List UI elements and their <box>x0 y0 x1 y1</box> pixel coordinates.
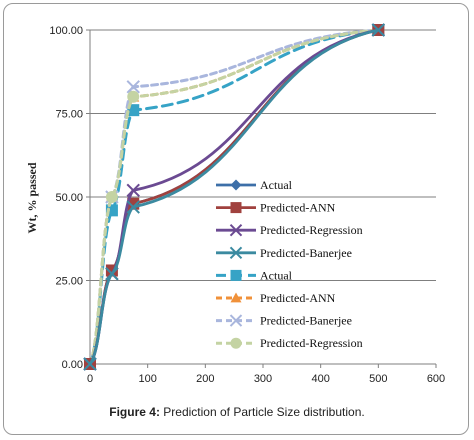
axis-layer: 0.00 25.00 50.00 75.00 100.00 0 100 200 300 400 50… <box>49 25 445 385</box>
data-point <box>105 267 119 281</box>
legend-label: Predicted-Banerjee <box>260 246 352 260</box>
marker-stroke <box>229 246 243 260</box>
legend-entry: Predicted-ANN <box>216 291 336 305</box>
legend-label: Actual <box>260 178 293 192</box>
legend-swatch-marker <box>229 246 243 260</box>
x-tick-label: 500 <box>369 373 387 385</box>
x-tick-label: 300 <box>254 373 272 385</box>
legend-swatch-marker <box>230 337 242 349</box>
series-line <box>88 28 380 366</box>
data-point <box>127 90 140 103</box>
legend-label: Predicted-Regression <box>260 336 363 350</box>
figure-frame <box>3 3 469 435</box>
y-axis-label: Wt, % passed <box>25 162 39 233</box>
data-point <box>371 23 386 37</box>
data-point <box>126 80 140 94</box>
legend-label: Predicted-ANN <box>260 201 336 215</box>
marker-stroke <box>126 80 140 94</box>
y-tick-label: 25.00 <box>55 276 83 288</box>
legend-entry: Actual <box>216 178 293 192</box>
caption-label: Figure 4: <box>109 405 160 419</box>
legend-swatch-marker <box>230 202 242 214</box>
data-point <box>105 191 118 203</box>
caption-text: Prediction of Particle Size distribution… <box>163 405 365 419</box>
legend-swatch-marker <box>229 314 243 327</box>
series-3 <box>83 23 386 371</box>
legend-label: Predicted-Banerjee <box>260 314 352 328</box>
chart: 0.00 25.00 50.00 75.00 100.00 0 100 200 300 400 50… <box>25 23 445 385</box>
legend-entry: Predicted-Banerjee <box>216 314 352 328</box>
marker-stroke <box>371 23 386 37</box>
legend-entry: Predicted-ANN <box>216 201 336 215</box>
legend-label: Predicted-Regression <box>260 223 363 237</box>
y-tick-label: 75.00 <box>55 109 83 121</box>
data-point <box>83 357 97 371</box>
marker-stroke <box>229 314 243 327</box>
x-tick-label: 200 <box>196 373 214 385</box>
y-tick-label: 50.00 <box>55 192 83 204</box>
x-tick-label: 0 <box>87 373 93 385</box>
legend-swatch-marker <box>230 179 242 191</box>
marker-stroke <box>126 200 140 214</box>
legend-label: Actual <box>260 268 293 282</box>
data-point <box>126 183 140 198</box>
legend-swatch-marker <box>229 223 243 237</box>
figure-caption: Figure 4: Prediction of Particle Size di… <box>0 405 474 419</box>
x-tick-label: 600 <box>427 373 445 385</box>
marker-stroke <box>229 223 243 237</box>
y-tick-label: 0.00 <box>62 359 83 371</box>
series-layer <box>83 23 386 371</box>
x-tick-label: 400 <box>311 373 329 385</box>
x-tick-label: 100 <box>138 373 156 385</box>
data-point <box>126 200 140 214</box>
grid-layer <box>90 29 436 281</box>
marker-stroke <box>105 267 119 281</box>
y-tick-label: 100.00 <box>49 25 83 37</box>
legend-entry: Predicted-Regression <box>216 223 363 237</box>
legend-swatch-marker <box>230 292 242 303</box>
marker-stroke <box>126 183 140 198</box>
legend-entry: Predicted-Banerjee <box>216 246 352 260</box>
legend-entry: Actual <box>216 268 293 282</box>
legend-label: Predicted-ANN <box>260 291 336 305</box>
legend-swatch-marker <box>230 269 242 281</box>
legend: Actual Predicted-ANN Predicted-Regression P… <box>216 178 363 350</box>
marker-stroke <box>83 357 97 371</box>
legend-entry: Predicted-Regression <box>216 336 363 350</box>
